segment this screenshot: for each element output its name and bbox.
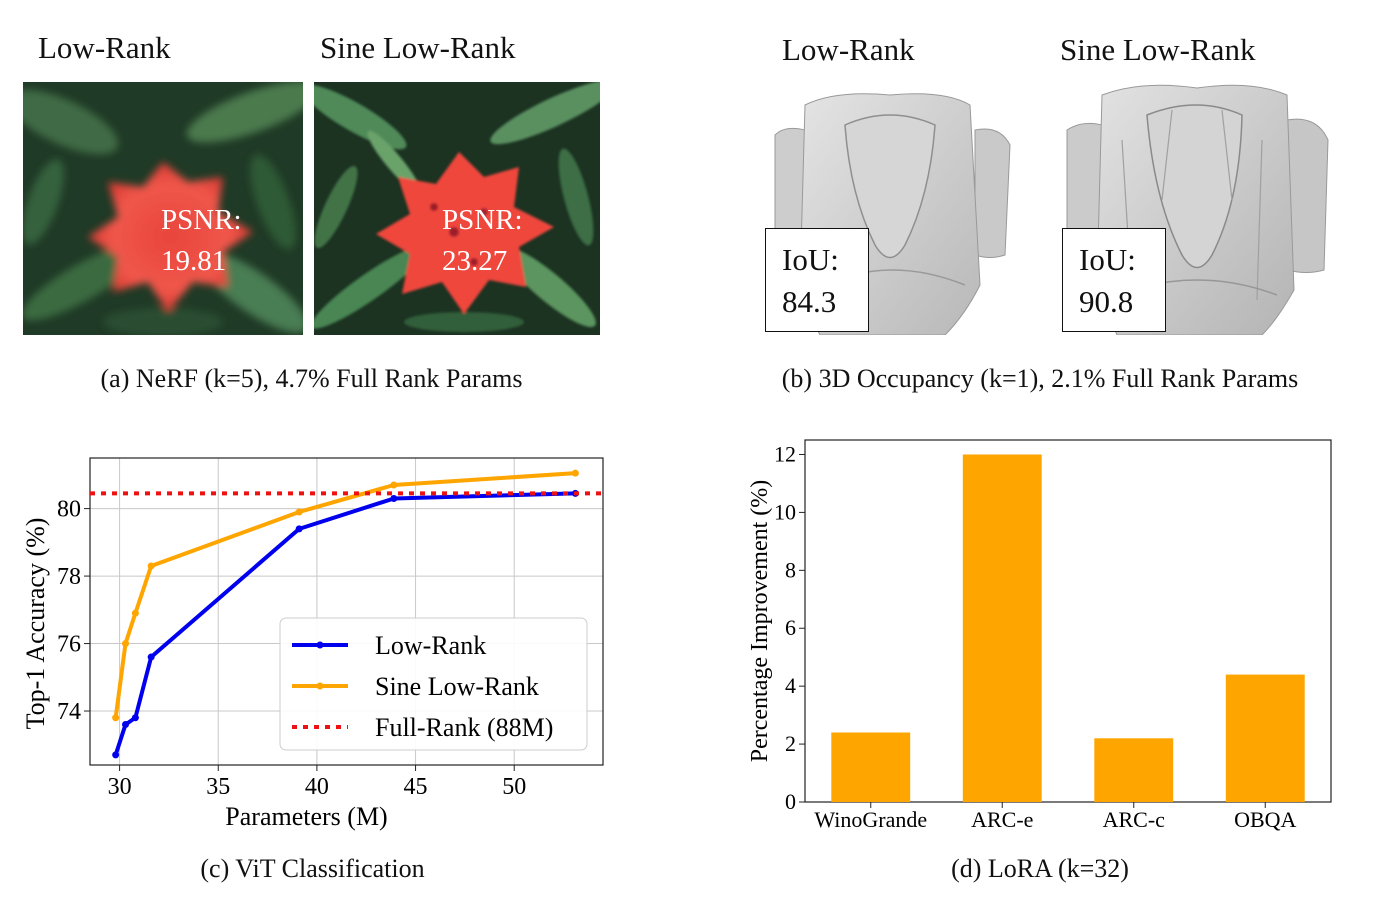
lora-bar-chart: 0 2 4 6 8 10 12 WinoGrande ARC-e ARC-c OBQA Percent… [747, 439, 1332, 832]
data-point [390, 481, 398, 489]
y-tick-label: 78 [57, 564, 81, 590]
nerf-right-title: Sine Low-Rank [320, 30, 516, 65]
bar-arc-c [1094, 738, 1174, 802]
occupancy-right-iou-value: 90.8 [1079, 284, 1134, 319]
legend-marker [316, 682, 324, 690]
data-point [147, 562, 155, 570]
x-tick-label: OBQA [1234, 807, 1296, 832]
x-tick-label: ARC-e [971, 807, 1033, 832]
x-tick-label: 45 [404, 774, 428, 800]
nerf-low-rank-image: PSNR: 19.81 [23, 82, 303, 335]
x-tick-label: 50 [502, 774, 526, 800]
legend-label: Full-Rank (88M) [375, 713, 553, 742]
nerf-right-psnr-label: PSNR: [442, 204, 523, 236]
data-point [571, 469, 579, 477]
plot-frame [804, 439, 1332, 803]
x-tick-label: 30 [108, 774, 132, 800]
bar-arc-e [962, 454, 1042, 802]
x-tick-label: ARC-c [1103, 807, 1166, 832]
y-axis-label: Top-1 Accuracy (%) [21, 518, 50, 730]
vit-line-chart: 30 35 40 45 50 74 76 78 80 Parameters (M) Top-1 Ac… [21, 457, 604, 831]
data-point [122, 640, 130, 648]
y-tick-label: 76 [57, 632, 81, 658]
y-tick-label: 74 [57, 699, 81, 725]
data-point [112, 751, 120, 759]
y-tick-label: 0 [785, 789, 796, 814]
data-point [295, 508, 303, 516]
y-tick-label: 10 [774, 499, 796, 524]
lora-caption: (d) LoRA (k=32) [951, 854, 1129, 883]
plot-frame [89, 457, 604, 766]
legend-marker [316, 641, 324, 649]
y-tick-label: 6 [785, 615, 796, 640]
y-tick-label: 8 [785, 557, 796, 582]
occupancy-left-iou-label: IoU: [782, 242, 839, 277]
legend-label: Sine Low-Rank [375, 672, 539, 701]
data-point [131, 714, 139, 722]
y-axis-label: Percentage Improvement (%) [747, 480, 773, 763]
bar-obqa [1225, 674, 1305, 802]
nerf-left-psnr-label: PSNR: [161, 204, 242, 236]
nerf-caption: (a) NeRF (k=5), 4.7% Full Rank Params [100, 364, 523, 393]
legend-box [279, 617, 588, 751]
y-tick-label: 2 [785, 731, 796, 756]
y-tick-label: 12 [774, 441, 796, 466]
x-tick-label: 35 [206, 774, 230, 800]
occupancy-right-title: Sine Low-Rank [1060, 32, 1256, 67]
data-point [295, 525, 303, 533]
nerf-left-psnr-value: 19.81 [161, 245, 227, 277]
x-tick-label: 40 [305, 774, 329, 800]
nerf-left-title: Low-Rank [38, 30, 171, 65]
y-tick-label: 4 [785, 673, 796, 698]
data-point [147, 653, 155, 661]
x-tick-label: WinoGrande [814, 807, 927, 832]
occupancy-left-title: Low-Rank [782, 32, 915, 67]
occupancy-left-iou-value: 84.3 [782, 284, 837, 319]
legend-label: Low-Rank [375, 631, 486, 660]
bar-winogrande [831, 732, 911, 802]
nerf-sine-low-rank-image: PSNR: 23.27 [314, 82, 600, 335]
vit-caption: (c) ViT Classification [200, 854, 425, 883]
data-point [131, 609, 139, 617]
y-tick-label: 80 [57, 497, 81, 523]
occupancy-right-iou-label: IoU: [1079, 242, 1136, 277]
data-point [390, 494, 398, 502]
nerf-right-psnr-value: 23.27 [442, 245, 508, 277]
x-axis-label: Parameters (M) [225, 802, 387, 831]
data-point [122, 721, 130, 729]
data-point [112, 714, 120, 722]
occupancy-caption: (b) 3D Occupancy (k=1), 2.1% Full Rank P… [781, 364, 1299, 393]
